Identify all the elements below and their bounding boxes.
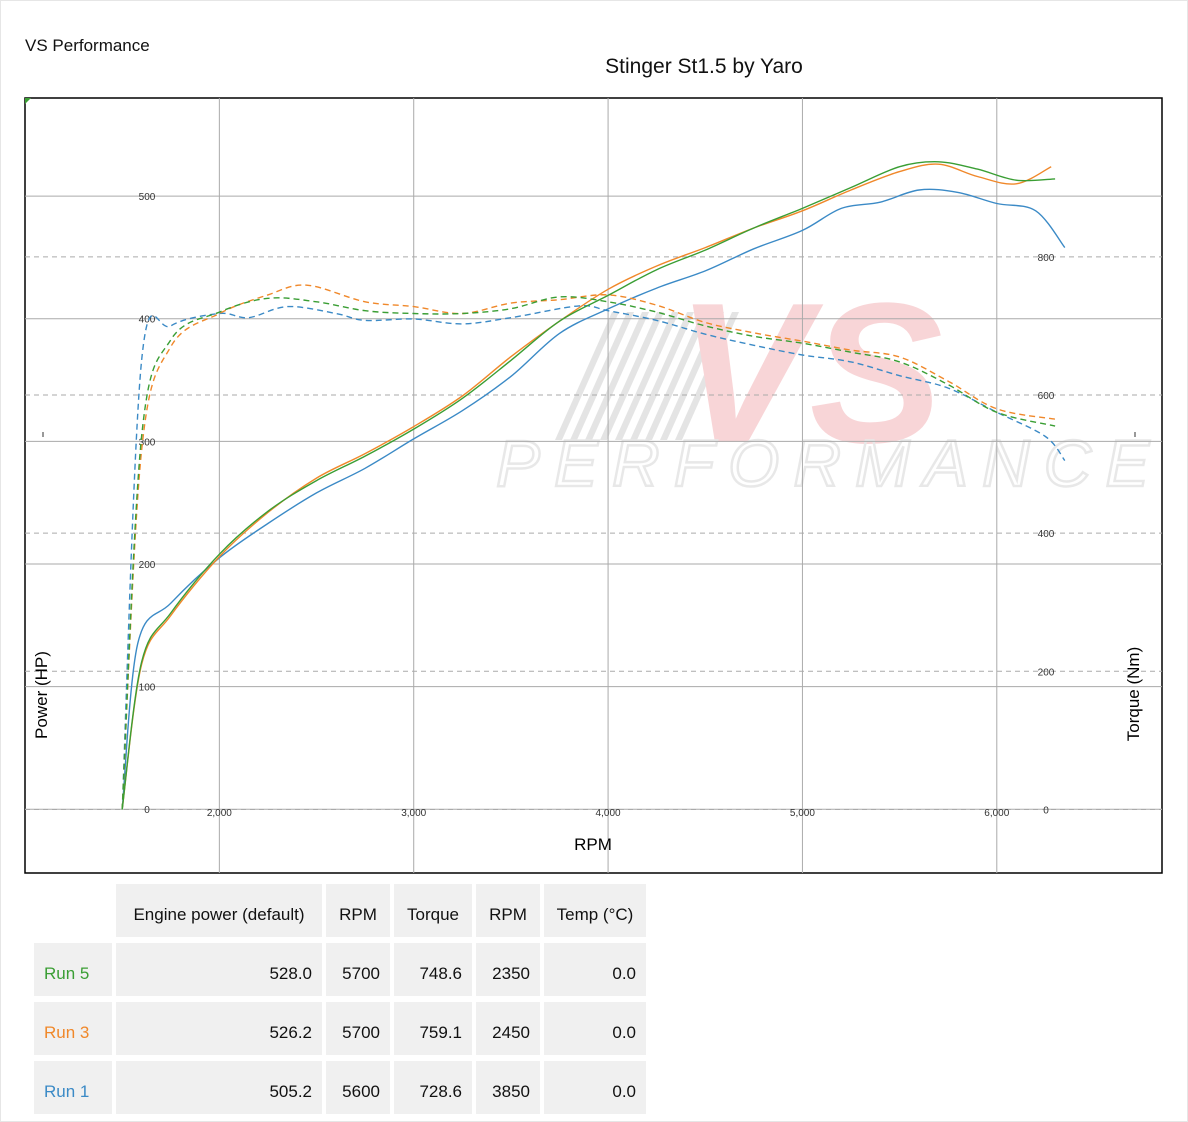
cell-rpm: 5700 [326, 943, 390, 996]
results-table: Engine power (default) RPM Torque RPM Te… [30, 878, 650, 1120]
torque-line-run-5 [121, 295, 1056, 810]
series-lines [121, 161, 1066, 810]
power-line-run-5 [121, 161, 1056, 810]
x-tick-label: 5,000 [790, 808, 815, 819]
plot-area [24, 97, 1163, 874]
cell-torque: 728.6 [394, 1061, 472, 1114]
y2-tick-label: 0 [1043, 805, 1049, 816]
cell-temp: 0.0 [544, 1061, 646, 1114]
cell-temp: 0.0 [544, 1002, 646, 1055]
header-rpm-power: RPM [326, 884, 390, 937]
vs-performance-watermark: VS PERFORMANCE [495, 262, 1163, 501]
cell-torque: 759.1 [394, 1002, 472, 1055]
cell-rpm: 3850 [476, 1061, 540, 1114]
cell-rpm: 5700 [326, 1002, 390, 1055]
cell-temp: 0.0 [544, 943, 646, 996]
table-row: Run 1 505.2 5600 728.6 3850 0.0 [34, 1061, 646, 1114]
header-engine-power: Engine power (default) [116, 884, 322, 937]
watermark-vs: VS [676, 262, 943, 485]
y2-tick-label: 200 [1038, 667, 1055, 678]
x-tick-label: 6,000 [984, 808, 1009, 819]
axis-ticks: 2,000 3,000 4,000 5,000 6,000 0 100 200 300 400 50… [25, 98, 1136, 819]
x-axis-label: RPM [574, 835, 612, 854]
watermark-stripe [585, 312, 649, 440]
grid-lines [25, 98, 1162, 873]
cell-power: 505.2 [116, 1061, 322, 1114]
cell-torque: 748.6 [394, 943, 472, 996]
header-temp: Temp (°C) [544, 884, 646, 937]
x-tick-label: 3,000 [401, 808, 426, 819]
brand-label: VS Performance [25, 36, 150, 55]
watermark-stripe [555, 312, 619, 440]
header-rpm-torque: RPM [476, 884, 540, 937]
cell-rpm: 5600 [326, 1061, 390, 1114]
torque-line-run-3 [121, 284, 1056, 810]
x-tick-label: 4,000 [596, 808, 621, 819]
watermark-stripe [675, 312, 739, 440]
watermark-stripe [570, 312, 634, 440]
y-tick-label: 100 [139, 683, 156, 694]
run-label: Run 5 [34, 943, 112, 996]
y2-axis-label: Torque (Nm) [1124, 647, 1143, 741]
cell-rpm: 2450 [476, 1002, 540, 1055]
cell-power: 526.2 [116, 1002, 322, 1055]
y-tick-label: 0 [144, 805, 150, 816]
table-header-row: Engine power (default) RPM Torque RPM Te… [34, 884, 646, 937]
y2-tick-label: 800 [1038, 253, 1055, 264]
table-row: Run 3 526.2 5700 759.1 2450 0.0 [34, 1002, 646, 1055]
y2-tick-label: 400 [1038, 529, 1055, 540]
cell-rpm: 2350 [476, 943, 540, 996]
run-label: Run 3 [34, 1002, 112, 1055]
watermark-stripe [660, 312, 724, 440]
header-torque: Torque [394, 884, 472, 937]
y-axis-label: Power (HP) [32, 651, 51, 739]
torque-line-run-1 [121, 304, 1066, 810]
watermark-stripe [630, 312, 694, 440]
table-row: Run 5 528.0 5700 748.6 2350 0.0 [34, 943, 646, 996]
y-tick-label: 500 [139, 192, 156, 203]
y-tick-label: 400 [139, 315, 156, 326]
y2-tick-label: 600 [1038, 391, 1055, 402]
watermark-stripes [555, 312, 739, 440]
watermark-performance: PERFORMANCE [496, 426, 1163, 500]
watermark-stripe [600, 312, 664, 440]
x-tick-label: 2,000 [207, 808, 232, 819]
y-tick-label: 200 [139, 560, 156, 571]
cell-power: 528.0 [116, 943, 322, 996]
run-label: Run 1 [34, 1061, 112, 1114]
y-tick-label: 300 [139, 437, 156, 448]
dyno-chart: VS PERFORMANCE 2,000 3,000 4,000 5,000 6,000… [24, 97, 1163, 874]
power-line-run-1 [121, 188, 1066, 810]
watermark-stripe [645, 312, 709, 440]
corner-marker [25, 98, 31, 104]
watermark-stripe [615, 312, 679, 440]
header-blank [34, 884, 112, 937]
chart-title: Stinger St1.5 by Yaro [605, 55, 803, 78]
